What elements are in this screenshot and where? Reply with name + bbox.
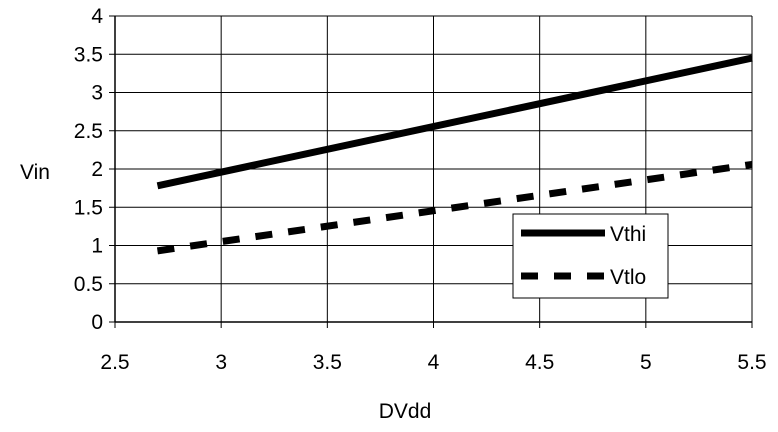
legend: Vthi Vtlo — [512, 213, 669, 299]
y-tick-label: 2 — [91, 158, 103, 181]
x-axis-ticks: 2.5 3 3.5 4 4.5 5 5.5 — [100, 322, 767, 374]
x-tick-label: 5 — [640, 351, 652, 374]
series-line-vtlo — [156, 160, 753, 255]
y-tick-label: 0 — [91, 311, 103, 334]
y-tick-label: 2.5 — [74, 120, 103, 143]
y-tick-label: 1 — [91, 235, 103, 258]
y-tick-label: 1.5 — [74, 196, 103, 219]
y-tick-label: 3 — [91, 82, 103, 105]
legend-label-vtlo: Vtlo — [610, 266, 646, 289]
y-tick-label: 4 — [91, 5, 103, 28]
x-axis-title: DVdd — [379, 400, 432, 423]
legend-label-vthi: Vthi — [610, 223, 646, 246]
x-tick-label: 3.5 — [313, 351, 342, 374]
x-tick-label: 5.5 — [737, 351, 766, 374]
y-axis-title: Vin — [20, 161, 50, 184]
legend-box — [512, 213, 669, 299]
x-tick-label: 4 — [428, 351, 440, 374]
x-tick-label: 2.5 — [100, 351, 129, 374]
series-lines — [156, 54, 753, 255]
y-tick-label: 3.5 — [74, 43, 103, 66]
y-tick-label: 0.5 — [74, 273, 103, 296]
x-tick-label: 3 — [215, 351, 227, 374]
series-line-vthi — [156, 54, 753, 190]
x-tick-label: 4.5 — [525, 351, 554, 374]
y-axis-ticks: 0 0.5 1 1.5 2 2.5 3 3.5 4 — [74, 5, 115, 334]
